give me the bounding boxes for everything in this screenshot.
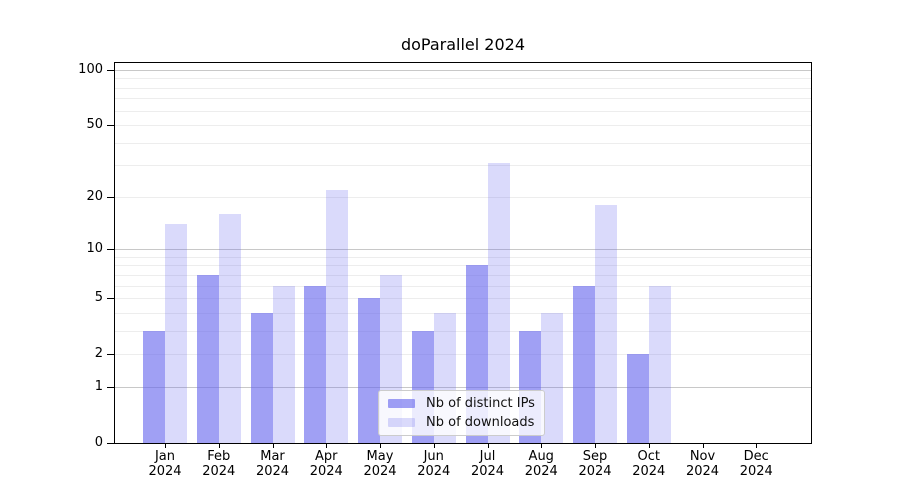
bar-distinct-ips [250,312,273,443]
bar-downloads [648,285,671,443]
bar-distinct-ips [626,354,649,443]
y-tick-label: 50 [86,117,103,133]
x-tick-mark [541,443,543,448]
y-tick-mark [107,386,114,388]
x-tick-mark [433,443,435,448]
gridline-major [115,386,811,388]
x-tick-mark [487,443,489,448]
x-tick-label: Aug 2024 [524,449,558,479]
legend-item-downloads: Nb of downloads [388,413,544,432]
y-tick-label: 2 [94,346,103,362]
x-tick-label: Apr 2024 [309,449,343,479]
gridline-minor [115,110,811,112]
plot-area [114,62,812,444]
x-tick-label: Dec 2024 [739,449,773,479]
legend-swatch-downloads [388,418,415,427]
y-tick-mark [107,443,114,444]
bar-distinct-ips [573,285,595,443]
y-tick-label: 0 [94,435,103,450]
y-tick-mark [107,298,114,300]
gridline-minor [115,265,811,267]
x-tick-mark [326,443,328,448]
bar-distinct-ips [304,285,327,443]
x-tick-label: Jul 2024 [470,449,505,479]
gridline-minor [115,312,811,314]
bar-downloads [218,214,241,443]
x-tick-mark [702,443,704,448]
gridline-minor [115,298,811,300]
bar-downloads [272,285,295,443]
gridline-minor [115,87,811,89]
gridline-minor [115,330,811,332]
y-tick-mark [107,354,114,356]
legend-label: Nb of distinct IPs [426,396,535,411]
x-tick-label: Oct 2024 [632,449,666,479]
x-tick-mark [756,443,758,448]
bar-downloads [165,224,187,443]
x-tick-label: Feb 2024 [202,449,236,479]
legend-swatch-distinct-ips [388,399,415,408]
gridline-minor [115,256,811,258]
bar-downloads [487,162,510,443]
y-tick-label: 100 [78,62,103,77]
y-tick-mark [107,196,114,198]
x-tick-label: May 2024 [363,449,397,479]
chart-title: doParallel 2024 [400,35,526,54]
x-tick-mark [165,443,166,448]
legend: Nb of distinct IPs Nb of downloads [378,390,545,436]
gridline-minor [115,125,811,127]
bar-distinct-ips [358,298,380,443]
x-tick-mark [595,443,596,448]
gridline-minor [115,98,811,100]
legend-item-distinct-ips: Nb of distinct IPs [388,394,544,413]
y-tick-label: 1 [94,378,103,394]
gridline-minor [115,142,811,144]
y-tick-label: 5 [94,290,103,306]
gridline-minor [115,165,811,167]
gridline-major [115,70,811,71]
bar-downloads [595,205,617,443]
legend-label: Nb of downloads [426,415,535,430]
gridline-minor [115,354,811,356]
y-tick-mark [107,249,114,251]
x-tick-label: Sep 2024 [578,449,612,479]
gridline-major [115,249,811,251]
x-tick-label: Jan 2024 [148,449,182,479]
gridline-minor [115,78,811,80]
x-tick-mark [218,443,220,448]
x-tick-mark [272,443,274,448]
y-tick-label: 10 [86,241,103,257]
x-tick-label: Jun 2024 [417,449,451,479]
y-tick-mark [107,70,114,71]
x-tick-label: Mar 2024 [255,449,290,479]
gridline-minor [115,285,811,287]
x-tick-label: Nov 2024 [685,449,720,479]
bar-downloads [541,312,564,443]
x-tick-mark [648,443,650,448]
bar-distinct-ips [196,274,219,443]
gridline-minor [115,196,811,198]
bar-downloads [326,189,349,443]
gridline-minor [115,274,811,276]
y-tick-mark [107,125,114,127]
y-tick-label: 20 [86,188,103,204]
x-tick-mark [380,443,381,448]
bar-distinct-ips [143,330,165,443]
